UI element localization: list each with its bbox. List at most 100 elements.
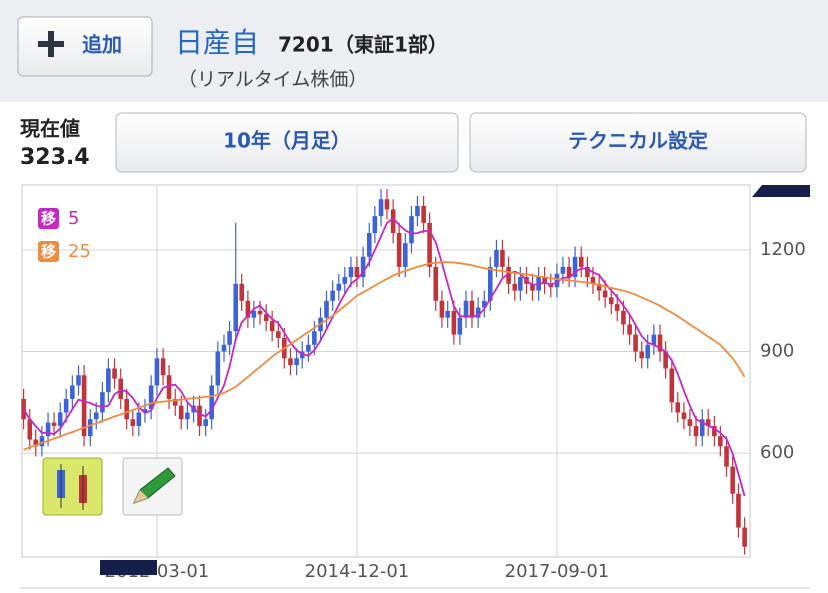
candle-body — [718, 436, 723, 447]
add-button[interactable]: 追加 — [17, 16, 153, 77]
candle-body — [27, 419, 33, 440]
candle-body — [160, 358, 166, 376]
candle-body — [572, 256, 578, 278]
stock-name: 日産自 — [175, 26, 259, 59]
draw-toggle[interactable] — [122, 457, 183, 516]
candle-body — [602, 290, 608, 298]
candle-body — [251, 310, 257, 318]
candle-body — [100, 392, 105, 413]
candle-body — [433, 266, 439, 301]
candle-body — [687, 419, 693, 427]
candle-body — [336, 283, 342, 291]
candle-body — [445, 310, 450, 318]
ma-line — [23, 261, 746, 451]
candle-body — [463, 300, 469, 318]
candle-body — [487, 266, 493, 301]
candle-body — [590, 277, 596, 284]
stock-code: 7201 — [278, 33, 334, 57]
candle-body — [378, 199, 384, 217]
candle-body — [639, 351, 645, 359]
candle-body — [469, 300, 475, 318]
market: （東証1部） — [334, 33, 448, 57]
candle-body — [215, 351, 221, 386]
candle-body — [372, 216, 378, 234]
technical-label[interactable]: テクニカル設定 — [568, 129, 708, 153]
candle-body — [136, 412, 142, 427]
candle-body — [500, 249, 505, 267]
scroll-handle[interactable] — [100, 560, 157, 575]
candle-body — [578, 256, 584, 267]
candle-body — [197, 405, 202, 427]
candle-body — [585, 266, 590, 278]
candle-body — [203, 419, 208, 427]
candle-body — [384, 199, 390, 210]
candle-body — [566, 266, 572, 278]
candle-body — [451, 310, 457, 335]
period-label[interactable]: 10年（月足） — [223, 129, 351, 153]
price: 323.4 — [20, 145, 90, 170]
candle-body — [396, 233, 402, 267]
candle-body — [112, 368, 117, 379]
candle-body — [736, 493, 741, 528]
candle-body — [354, 266, 360, 278]
candle-body — [663, 351, 668, 369]
candle-body — [669, 368, 675, 403]
candle-body — [148, 385, 154, 410]
candle-body — [130, 419, 136, 427]
subtitle: （リアルタイム株価） — [178, 69, 367, 91]
legend-icon — [38, 241, 59, 262]
technical-button[interactable] — [469, 112, 807, 173]
candle-body — [87, 419, 93, 437]
candle-body — [342, 277, 348, 284]
y-tick-label: 1200 — [760, 239, 806, 260]
candle-body — [439, 300, 445, 318]
candle-body — [57, 412, 63, 427]
candle-body — [257, 310, 263, 315]
period-button[interactable] — [115, 112, 459, 173]
add-label[interactable]: 追加 — [82, 33, 122, 57]
candle-body — [306, 344, 311, 352]
candle-body — [427, 222, 432, 267]
candle-body — [178, 405, 184, 420]
candle-body — [657, 334, 663, 352]
candle-body — [675, 402, 681, 413]
y-tick-label: 600 — [760, 442, 794, 463]
candle-body — [542, 277, 547, 284]
candle-body — [312, 331, 317, 345]
candle-body — [742, 527, 747, 547]
candle-body — [276, 331, 281, 338]
candle-body — [330, 290, 335, 301]
candle-body — [506, 266, 511, 284]
candle-body — [21, 398, 26, 420]
candle-body — [166, 375, 172, 399]
candle-body — [693, 426, 699, 437]
candle-toggle[interactable] — [42, 457, 103, 516]
candle-body — [106, 368, 111, 393]
candle-body — [294, 358, 299, 366]
candle-body — [239, 283, 245, 301]
candle-body — [699, 419, 705, 437]
candle-body — [554, 273, 560, 288]
candle-body — [39, 436, 45, 447]
candle-body — [93, 412, 99, 420]
candle-body — [390, 209, 396, 234]
candle-body — [233, 283, 239, 332]
legend-icon — [38, 208, 59, 229]
scroll-handle[interactable] — [752, 185, 810, 197]
candle-body — [614, 304, 620, 311]
x-tick-label: 2017-09-01 — [505, 561, 610, 582]
candle-body — [324, 300, 329, 318]
candle-body — [124, 398, 129, 420]
candle-body — [63, 398, 69, 413]
candle-body — [548, 283, 554, 288]
candle-body — [560, 266, 566, 274]
candle-body — [633, 334, 638, 352]
candle-body — [494, 249, 499, 267]
legend-icon-label: 移 — [41, 210, 56, 228]
candle-body — [409, 216, 414, 244]
candle-body — [421, 205, 426, 223]
candle-body — [185, 412, 190, 420]
candle-body — [348, 266, 354, 278]
